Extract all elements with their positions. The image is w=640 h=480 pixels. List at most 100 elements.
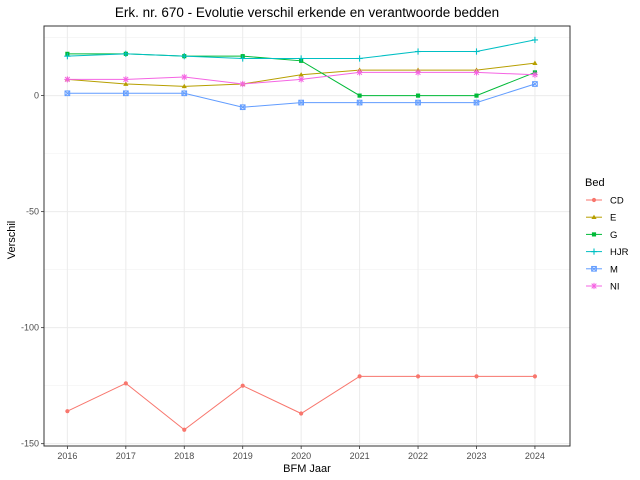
x-tick-label: 2017	[116, 451, 136, 461]
x-tick-label: 2019	[233, 451, 253, 461]
marker-shape	[532, 81, 538, 87]
data-point-cd	[299, 411, 304, 416]
data-point-ni	[181, 73, 188, 81]
x-tick-label: 2023	[466, 451, 486, 461]
data-point-m	[473, 99, 480, 106]
marker-shape	[181, 74, 187, 80]
marker-shape	[123, 76, 129, 83]
marker-shape	[298, 99, 304, 106]
marker-shape	[532, 72, 538, 78]
marker-shape	[298, 72, 304, 77]
data-point-e	[298, 72, 304, 77]
y-tick-label: 0	[34, 91, 39, 101]
marker-shape	[357, 93, 362, 98]
data-point-ni	[473, 69, 480, 76]
legend-key-marker	[591, 214, 597, 220]
data-point-cd	[240, 383, 245, 388]
marker-shape	[591, 283, 597, 289]
data-point-ni	[122, 76, 129, 83]
legend-item-hjr: HJR	[586, 247, 629, 258]
legend-label: HJR	[610, 247, 629, 258]
marker-shape	[240, 104, 246, 110]
marker-shape	[356, 99, 363, 106]
marker-shape	[473, 99, 480, 106]
legend-item-cd: CD	[586, 196, 624, 207]
x-axis-title: BFM Jaar	[283, 463, 331, 475]
y-tick-label: -100	[21, 323, 39, 333]
marker-shape	[591, 232, 597, 237]
marker-shape	[122, 90, 129, 97]
marker-shape	[473, 99, 480, 106]
data-point-hjr	[531, 36, 539, 44]
data-point-hjr	[414, 48, 422, 55]
data-point-hjr	[473, 48, 480, 55]
data-point-m	[64, 90, 71, 97]
marker-shape	[64, 90, 71, 96]
data-point-hjr	[122, 50, 129, 57]
marker-shape	[591, 197, 597, 203]
marker-shape	[240, 81, 246, 87]
marker-shape	[298, 76, 304, 83]
data-point-hjr	[181, 53, 188, 60]
data-point-m	[415, 99, 421, 106]
legend-label: M	[610, 264, 618, 275]
marker-shape	[298, 99, 304, 106]
data-point-cd	[474, 374, 479, 379]
y-tick-label: -150	[21, 439, 39, 449]
marker-shape	[64, 90, 71, 97]
data-point-e	[181, 83, 187, 89]
legend-label: E	[610, 213, 616, 224]
marker-shape	[357, 374, 362, 379]
data-point-cd	[123, 381, 128, 386]
marker-shape	[64, 76, 71, 83]
y-tick-label: -50	[26, 207, 39, 217]
data-point-g	[415, 93, 421, 98]
x-tick-label: 2021	[350, 451, 370, 461]
data-point-hjr	[356, 55, 363, 62]
marker-shape	[532, 374, 538, 379]
y-axis-title: Verschil	[6, 221, 18, 260]
data-point-m	[356, 99, 363, 106]
legend-key-marker	[591, 232, 597, 237]
legend-item-m: M	[586, 264, 618, 275]
data-point-m	[181, 90, 188, 97]
legend-label: NI	[610, 282, 620, 293]
marker-shape	[474, 93, 479, 98]
legend-item-ni: NI	[586, 282, 620, 293]
marker-shape	[182, 427, 187, 432]
marker-shape	[415, 99, 421, 106]
marker-shape	[474, 374, 479, 379]
data-point-m	[532, 81, 538, 87]
marker-shape	[591, 265, 597, 272]
marker-shape	[532, 81, 538, 87]
legend-item-g: G	[586, 230, 617, 241]
plot-panel	[44, 26, 570, 446]
legend-label: CD	[610, 196, 624, 207]
marker-shape	[415, 99, 421, 106]
marker-shape	[181, 83, 187, 89]
data-point-ni	[239, 80, 246, 88]
marker-shape	[415, 374, 421, 379]
x-tick-label: 2020	[291, 451, 311, 461]
marker-shape	[415, 93, 421, 98]
legend-label: G	[610, 230, 617, 241]
marker-shape	[123, 81, 129, 86]
data-point-e	[532, 60, 538, 65]
marker-shape	[65, 409, 70, 414]
marker-shape	[240, 383, 245, 388]
plot-area: 0 -50 -100 -150 2016 2017 2018 2019 2020 2021 2022…	[21, 25, 571, 461]
data-point-ni	[64, 76, 71, 83]
marker-shape	[239, 104, 246, 111]
data-point-ni	[531, 71, 539, 78]
chart-title: Erk. nr. 670 - Evolutie verschil erkende…	[115, 5, 499, 20]
marker-shape	[299, 411, 304, 416]
marker-shape	[591, 266, 597, 272]
data-point-cd	[532, 374, 538, 379]
marker-shape	[123, 381, 128, 386]
marker-shape	[532, 60, 538, 65]
legend: Bed CD EG HJR M NI	[585, 177, 629, 293]
legend-key-marker	[591, 265, 597, 272]
marker-shape	[181, 90, 187, 96]
data-point-hjr	[239, 55, 246, 62]
legend-key-marker	[590, 248, 598, 255]
